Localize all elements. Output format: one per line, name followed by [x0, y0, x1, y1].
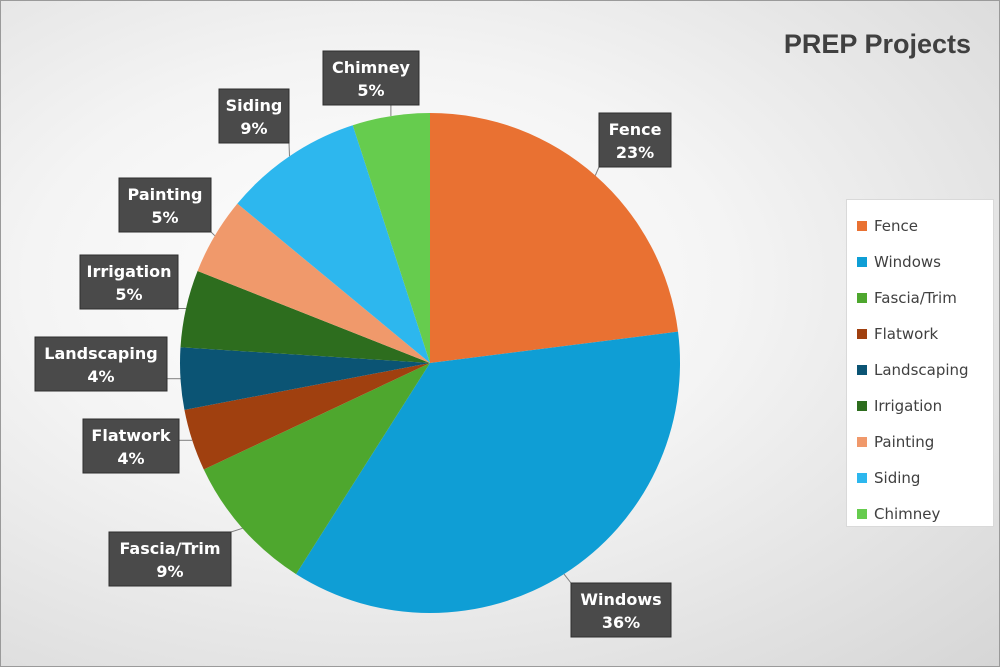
- data-label-value: 5%: [357, 81, 384, 100]
- pie-slice-siding: [237, 125, 430, 364]
- pie-slice-irrigation: [180, 270, 430, 363]
- legend-label: Fascia/Trim: [874, 289, 957, 307]
- data-label-value: 4%: [87, 367, 114, 386]
- pie-slice-fascia-trim: [203, 363, 430, 575]
- legend-item-irrigation: Irrigation: [857, 388, 993, 424]
- data-label-box: [218, 88, 290, 144]
- legend-item-windows: Windows: [857, 244, 993, 280]
- data-label-fascia-trim: Fascia/Trim 9%: [108, 531, 232, 587]
- legend-label: Flatwork: [874, 325, 939, 343]
- data-label-box: [570, 582, 672, 638]
- legend-label: Fence: [874, 217, 919, 235]
- legend-item-fence: Fence: [857, 208, 993, 244]
- data-label-siding: Siding 9%: [218, 88, 290, 144]
- data-label-value: 36%: [602, 613, 640, 632]
- data-label-value: 9%: [240, 119, 267, 138]
- legend-swatch: [857, 293, 867, 303]
- pie-slice-chimney: [352, 113, 430, 363]
- legend-item-flatwork: Flatwork: [857, 316, 993, 352]
- data-label-box: [79, 254, 179, 310]
- legend-swatch: [857, 401, 867, 411]
- data-label-category: Painting: [128, 185, 203, 204]
- data-label-category: Flatwork: [91, 426, 171, 445]
- legend-label: Irrigation: [874, 397, 943, 415]
- pie-slice-landscaping: [179, 347, 430, 410]
- legend-swatch: [857, 437, 867, 447]
- leader-line-fence: [594, 166, 600, 176]
- data-label-value: 4%: [117, 449, 144, 468]
- legend-item-fascia-trim: Fascia/Trim: [857, 280, 993, 316]
- data-label-box: [34, 336, 168, 392]
- legend-label: Painting: [874, 433, 935, 451]
- data-label-category: Windows: [580, 590, 661, 609]
- legend-label: Windows: [874, 253, 941, 271]
- legend-item-chimney: Chimney: [857, 496, 993, 532]
- data-label-fence: Fence 23%: [598, 112, 672, 168]
- leader-line-siding: [288, 142, 290, 157]
- data-label-value: 5%: [151, 208, 178, 227]
- data-label-windows: Windows 36%: [570, 582, 672, 638]
- pie-slice-fence: [430, 113, 679, 363]
- legend-label: Landscaping: [874, 361, 969, 379]
- data-label-category: Landscaping: [44, 344, 157, 363]
- legend-item-siding: Siding: [857, 460, 993, 496]
- legend-label: Siding: [874, 469, 921, 487]
- legend-swatch: [857, 221, 867, 231]
- data-label-category: Chimney: [332, 58, 411, 77]
- legend-label: Chimney: [874, 505, 941, 523]
- legend-item-landscaping: Landscaping: [857, 352, 993, 388]
- data-label-category: Fascia/Trim: [119, 539, 220, 558]
- data-label-value: 9%: [156, 562, 183, 581]
- leader-line-fascia-trim: [230, 527, 243, 533]
- data-label-value: 23%: [616, 143, 654, 162]
- pie-slice-painting: [197, 203, 430, 363]
- legend-swatch: [857, 473, 867, 483]
- pie-slice-flatwork: [184, 363, 430, 470]
- legend-swatch: [857, 329, 867, 339]
- data-label-flatwork: Flatwork 4%: [82, 418, 180, 474]
- data-label-painting: Painting 5%: [118, 177, 212, 233]
- legend: Fence Windows Fascia/Trim Flatwork Lands…: [846, 199, 994, 527]
- data-label-box: [108, 531, 232, 587]
- legend-swatch: [857, 365, 867, 375]
- leader-line-windows: [563, 573, 572, 584]
- legend-swatch: [857, 257, 867, 267]
- data-label-box: [82, 418, 180, 474]
- leader-line-painting: [210, 231, 216, 237]
- legend-item-painting: Painting: [857, 424, 993, 460]
- data-label-category: Irrigation: [87, 262, 172, 281]
- pie-slice-windows: [296, 331, 681, 614]
- data-label-category: Fence: [609, 120, 662, 139]
- data-label-landscaping: Landscaping 4%: [34, 336, 168, 392]
- data-label-irrigation: Irrigation 5%: [79, 254, 179, 310]
- data-label-box: [118, 177, 212, 233]
- data-label-box: [322, 50, 420, 106]
- data-label-category: Siding: [226, 96, 283, 115]
- legend-swatch: [857, 509, 867, 519]
- data-label-chimney: Chimney 5%: [322, 50, 420, 106]
- chart-title: PREP Projects: [783, 29, 971, 59]
- data-label-value: 5%: [115, 285, 142, 304]
- data-label-box: [598, 112, 672, 168]
